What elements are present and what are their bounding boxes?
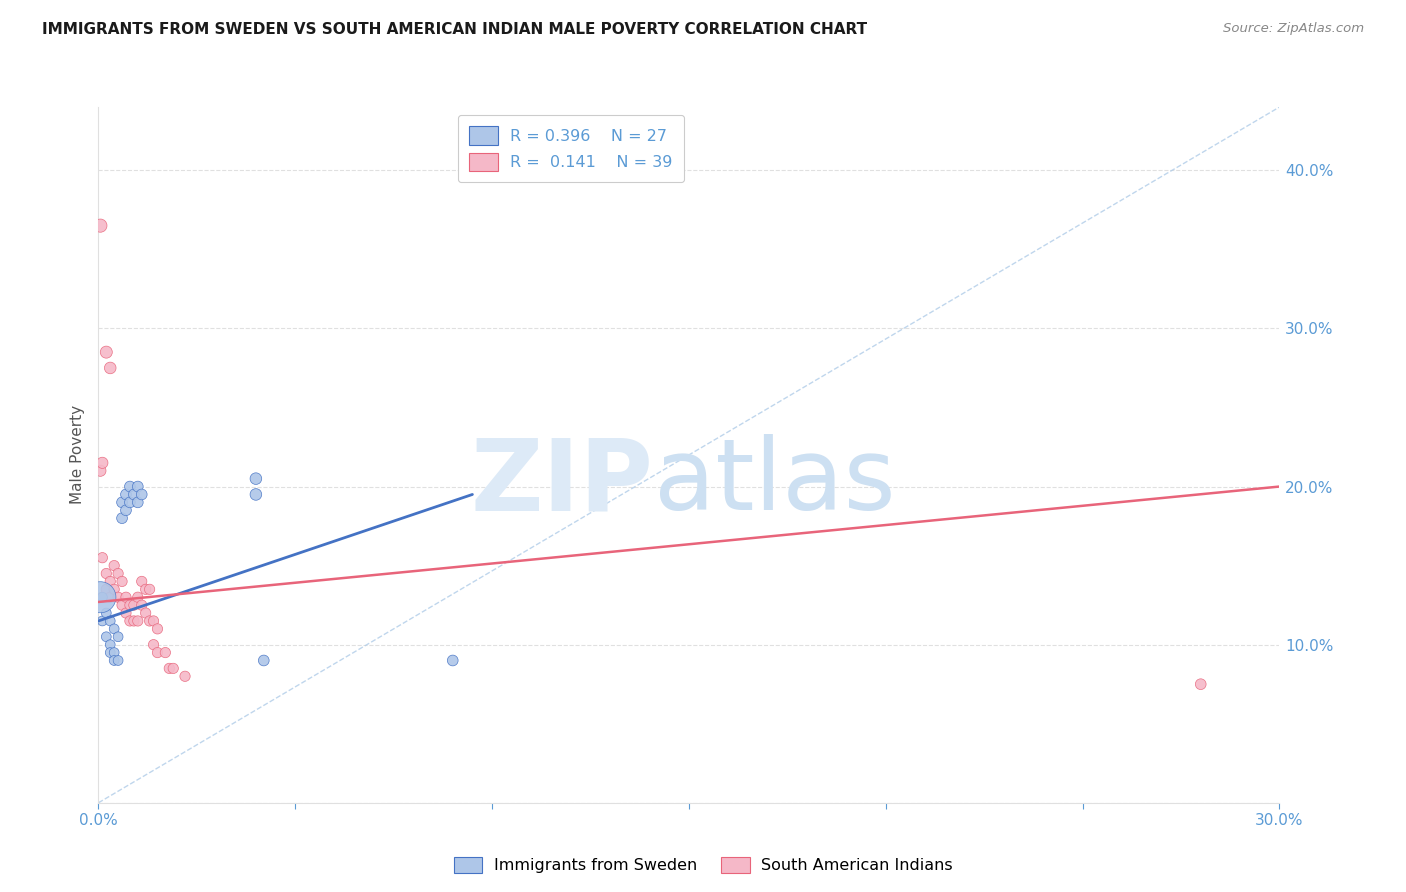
Point <box>103 558 125 573</box>
Point <box>98 646 121 660</box>
Point <box>91 591 114 605</box>
Point <box>146 646 169 660</box>
Point <box>127 495 149 509</box>
Point <box>91 550 114 565</box>
Point <box>115 606 138 620</box>
Point <box>96 345 118 359</box>
Point <box>253 653 276 667</box>
Legend: R = 0.396    N = 27, R =  0.141    N = 39: R = 0.396 N = 27, R = 0.141 N = 39 <box>458 115 683 182</box>
Y-axis label: Male Poverty: Male Poverty <box>70 405 86 505</box>
Point <box>131 574 153 589</box>
Point <box>138 614 160 628</box>
Point <box>107 591 129 605</box>
Point <box>107 630 129 644</box>
Point <box>142 638 165 652</box>
Point <box>96 582 118 597</box>
Point <box>157 661 180 675</box>
Point <box>155 646 177 660</box>
Point <box>115 503 138 517</box>
Text: IMMIGRANTS FROM SWEDEN VS SOUTH AMERICAN INDIAN MALE POVERTY CORRELATION CHART: IMMIGRANTS FROM SWEDEN VS SOUTH AMERICAN… <box>42 22 868 37</box>
Point <box>122 614 145 628</box>
Point <box>89 219 111 233</box>
Point <box>245 472 267 486</box>
Point <box>91 456 114 470</box>
Point <box>122 487 145 501</box>
Point <box>118 495 141 509</box>
Point <box>118 614 141 628</box>
Point <box>91 591 114 605</box>
Point <box>111 598 134 612</box>
Point <box>135 582 157 597</box>
Point <box>103 582 125 597</box>
Point <box>96 566 118 581</box>
Point <box>103 622 125 636</box>
Point <box>131 487 153 501</box>
Point <box>98 360 121 375</box>
Text: ZIP: ZIP <box>471 434 654 532</box>
Point <box>107 653 129 667</box>
Point <box>91 614 114 628</box>
Point <box>98 638 121 652</box>
Point <box>103 653 125 667</box>
Point <box>127 591 149 605</box>
Point <box>174 669 197 683</box>
Point <box>162 661 184 675</box>
Point <box>98 574 121 589</box>
Point <box>118 479 141 493</box>
Point <box>107 566 129 581</box>
Point <box>138 582 160 597</box>
Point <box>131 598 153 612</box>
Point <box>111 574 134 589</box>
Text: atlas: atlas <box>654 434 896 532</box>
Point <box>127 479 149 493</box>
Point <box>89 591 111 605</box>
Point <box>142 614 165 628</box>
Point <box>127 614 149 628</box>
Point <box>111 511 134 525</box>
Point <box>441 653 464 667</box>
Point <box>118 598 141 612</box>
Point <box>245 487 267 501</box>
Text: Source: ZipAtlas.com: Source: ZipAtlas.com <box>1223 22 1364 36</box>
Point <box>111 495 134 509</box>
Point <box>115 591 138 605</box>
Point <box>98 591 121 605</box>
Point <box>122 598 145 612</box>
Point <box>98 614 121 628</box>
Point <box>115 487 138 501</box>
Legend: Immigrants from Sweden, South American Indians: Immigrants from Sweden, South American I… <box>447 850 959 880</box>
Point <box>135 606 157 620</box>
Point <box>96 606 118 620</box>
Point <box>146 622 169 636</box>
Point <box>103 646 125 660</box>
Point <box>1189 677 1212 691</box>
Point <box>89 464 111 478</box>
Point <box>96 630 118 644</box>
